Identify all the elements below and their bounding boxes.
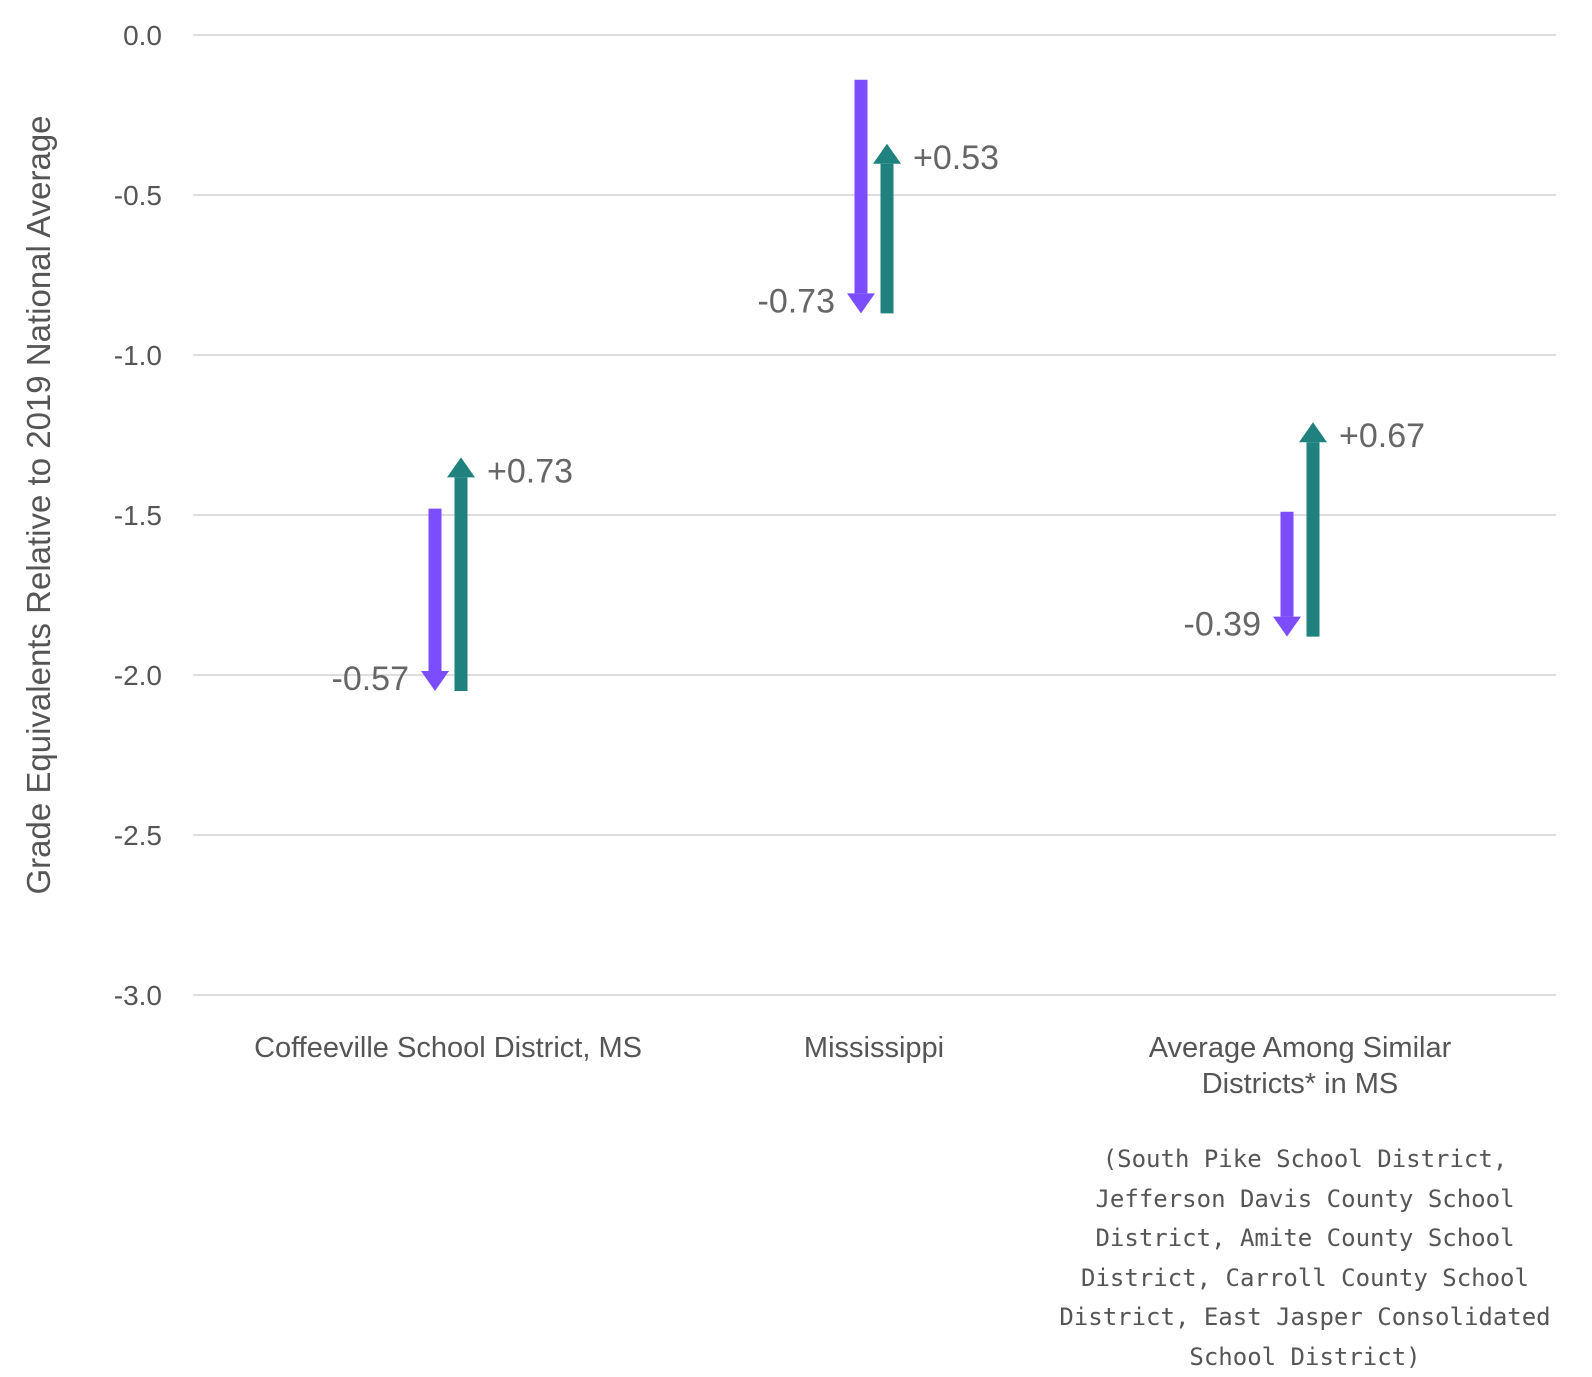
recovery-arrow-head [873, 143, 901, 164]
recovery-arrow-shaft [1306, 442, 1320, 637]
recovery-arrow-head [1299, 422, 1327, 443]
recovery-arrow-shaft [880, 163, 894, 314]
category-label: Coffeeville School District, MS [254, 1032, 642, 1064]
decline-value-label: -0.39 [1184, 606, 1262, 644]
y-tick-label: -1.5 [114, 500, 162, 531]
category-label: Average Among Similar [1149, 1032, 1452, 1064]
decline-arrow-shaft [428, 508, 442, 671]
decline-arrow-shaft [854, 79, 868, 294]
recovery-value-label: +0.73 [487, 452, 573, 490]
similar-districts-note: (South Pike School District, Jefferson D… [1059, 1145, 1551, 1371]
change-arrows: -0.57 -0.73 -0.39 +0.73 +0.53 +0.67 [332, 79, 1425, 698]
y-axis-title: Grade Equivalents Relative to 2019 Natio… [20, 115, 57, 894]
recovery-value-label: +0.53 [913, 139, 999, 177]
y-axis-ticks: 0.0 -0.5 -1.0 -1.5 -2.0 -2.5 -3.0 [114, 20, 162, 1011]
gridlines [193, 34, 1556, 996]
decline-value-label: -0.73 [758, 282, 836, 320]
recovery-arrow-shaft [454, 477, 468, 691]
y-tick-label: -2.0 [114, 660, 162, 691]
y-tick-label: -1.0 [114, 340, 162, 371]
recovery-arrow-head [447, 457, 475, 478]
decline-arrow-head [847, 293, 875, 314]
decline-arrow-head [1273, 616, 1301, 637]
y-tick-label: 0.0 [123, 20, 162, 51]
y-tick-label: -2.5 [114, 820, 162, 851]
decline-arrow-head [421, 671, 449, 691]
category-label: Districts* in MS [1202, 1068, 1399, 1100]
decline-arrow-shaft [1280, 511, 1294, 617]
category-label: Mississippi [804, 1032, 944, 1064]
y-tick-label: -3.0 [114, 980, 162, 1011]
category-labels: Coffeeville School District, MS Mississip… [254, 1032, 1452, 1100]
decline-value-label: -0.57 [332, 660, 410, 698]
recovery-value-label: +0.67 [1339, 417, 1425, 455]
y-tick-label: -0.5 [114, 180, 162, 211]
